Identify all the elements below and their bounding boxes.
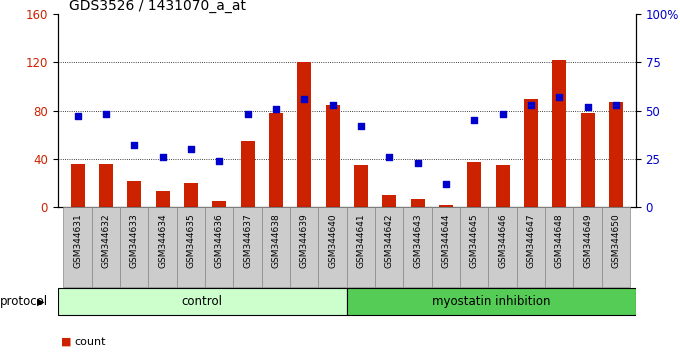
Point bbox=[526, 102, 537, 108]
Point bbox=[582, 104, 593, 110]
Point bbox=[469, 118, 480, 123]
Point bbox=[384, 154, 395, 160]
Bar bbox=[354, 165, 368, 207]
Bar bbox=[99, 164, 113, 207]
Point bbox=[271, 106, 282, 112]
Bar bbox=[71, 164, 85, 207]
FancyBboxPatch shape bbox=[177, 207, 205, 287]
FancyBboxPatch shape bbox=[148, 207, 177, 287]
Bar bbox=[127, 181, 141, 207]
Text: GSM344637: GSM344637 bbox=[243, 213, 252, 268]
FancyBboxPatch shape bbox=[375, 207, 403, 287]
FancyBboxPatch shape bbox=[488, 207, 517, 287]
FancyBboxPatch shape bbox=[290, 207, 318, 287]
Text: protocol: protocol bbox=[0, 295, 48, 308]
FancyBboxPatch shape bbox=[545, 207, 573, 287]
Text: GSM344648: GSM344648 bbox=[555, 213, 564, 268]
Point bbox=[299, 96, 310, 102]
Text: ■: ■ bbox=[61, 337, 71, 347]
Bar bbox=[411, 199, 425, 207]
Bar bbox=[581, 113, 595, 207]
FancyBboxPatch shape bbox=[347, 207, 375, 287]
FancyBboxPatch shape bbox=[262, 207, 290, 287]
Point bbox=[497, 112, 508, 117]
Point bbox=[214, 158, 225, 164]
FancyBboxPatch shape bbox=[92, 207, 120, 287]
FancyBboxPatch shape bbox=[602, 207, 630, 287]
FancyBboxPatch shape bbox=[63, 207, 92, 287]
Text: GSM344643: GSM344643 bbox=[413, 213, 422, 268]
Text: GDS3526 / 1431070_a_at: GDS3526 / 1431070_a_at bbox=[69, 0, 246, 13]
Text: count: count bbox=[75, 337, 106, 347]
Text: myostatin inhibition: myostatin inhibition bbox=[432, 295, 551, 308]
FancyBboxPatch shape bbox=[205, 207, 233, 287]
Point bbox=[441, 181, 452, 187]
Text: GSM344631: GSM344631 bbox=[73, 213, 82, 268]
Text: GSM344634: GSM344634 bbox=[158, 213, 167, 268]
Bar bbox=[297, 62, 311, 207]
Point bbox=[186, 147, 197, 152]
Bar bbox=[212, 201, 226, 207]
FancyBboxPatch shape bbox=[432, 207, 460, 287]
Bar bbox=[326, 104, 340, 207]
FancyBboxPatch shape bbox=[58, 288, 347, 315]
Text: GSM344641: GSM344641 bbox=[356, 213, 365, 268]
Bar bbox=[269, 113, 283, 207]
Text: control: control bbox=[182, 295, 223, 308]
Text: GSM344640: GSM344640 bbox=[328, 213, 337, 268]
FancyBboxPatch shape bbox=[403, 207, 432, 287]
Text: GSM344638: GSM344638 bbox=[271, 213, 280, 268]
Text: GSM344635: GSM344635 bbox=[186, 213, 195, 268]
Point bbox=[72, 114, 83, 119]
Text: GSM344649: GSM344649 bbox=[583, 213, 592, 268]
FancyBboxPatch shape bbox=[460, 207, 488, 287]
Text: GSM344645: GSM344645 bbox=[470, 213, 479, 268]
Bar bbox=[439, 205, 453, 207]
Bar bbox=[496, 165, 510, 207]
Point bbox=[356, 123, 367, 129]
Point bbox=[242, 112, 253, 117]
Point bbox=[129, 143, 140, 148]
Bar bbox=[524, 98, 538, 207]
Text: GSM344647: GSM344647 bbox=[526, 213, 535, 268]
Point bbox=[101, 112, 112, 117]
Bar bbox=[609, 102, 623, 207]
FancyBboxPatch shape bbox=[347, 288, 636, 315]
FancyBboxPatch shape bbox=[517, 207, 545, 287]
Point bbox=[157, 154, 168, 160]
Bar bbox=[467, 162, 481, 207]
Bar bbox=[156, 192, 170, 207]
Text: GSM344632: GSM344632 bbox=[101, 213, 110, 268]
Text: ▶: ▶ bbox=[37, 297, 45, 307]
Text: GSM344633: GSM344633 bbox=[130, 213, 139, 268]
FancyBboxPatch shape bbox=[573, 207, 602, 287]
Text: GSM344642: GSM344642 bbox=[385, 213, 394, 268]
Text: GSM344646: GSM344646 bbox=[498, 213, 507, 268]
Bar bbox=[382, 195, 396, 207]
Bar bbox=[552, 60, 566, 207]
Text: GSM344636: GSM344636 bbox=[215, 213, 224, 268]
Point bbox=[327, 102, 338, 108]
Point bbox=[412, 160, 423, 166]
Point bbox=[611, 102, 622, 108]
Bar bbox=[241, 141, 255, 207]
Text: GSM344644: GSM344644 bbox=[441, 213, 450, 268]
FancyBboxPatch shape bbox=[318, 207, 347, 287]
FancyBboxPatch shape bbox=[233, 207, 262, 287]
Bar bbox=[184, 183, 198, 207]
FancyBboxPatch shape bbox=[120, 207, 148, 287]
Text: GSM344639: GSM344639 bbox=[300, 213, 309, 268]
Point bbox=[554, 94, 565, 100]
Text: GSM344650: GSM344650 bbox=[611, 213, 620, 268]
